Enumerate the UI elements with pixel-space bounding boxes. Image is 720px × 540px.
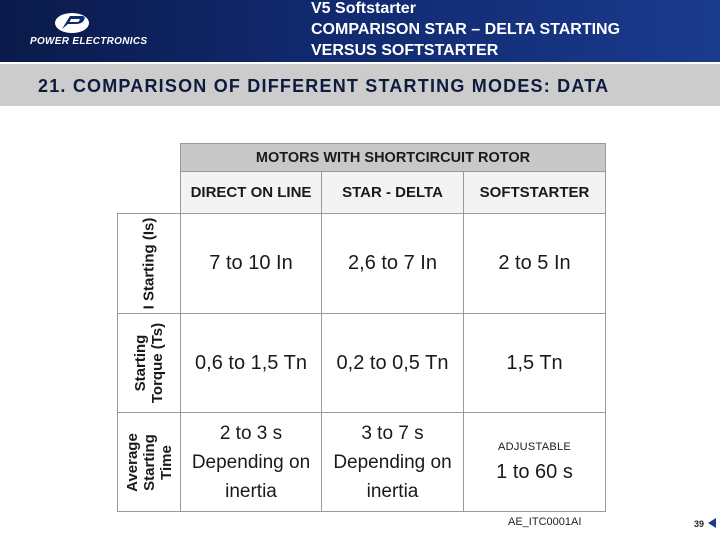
adjustable-note: ADJUSTABLE [497,440,572,453]
column-header-softstarter: SOFTSTARTER [463,171,606,214]
document-code: AE_ITC0001AI [508,516,582,528]
table-cell: ADJUSTABLE 1 to 60 s [463,412,606,512]
header-bar: POWER ELECTRONICS V5 Softstarter COMPARI… [0,0,720,62]
logo-text: POWER ELECTRONICS [30,36,148,47]
table-cell: 7 to 10 In [180,213,322,314]
title-line-3: VERSUS SOFTSTARTER [311,42,499,59]
row-header-starting-torque: Starting Torque (Ts) [117,313,181,413]
section-heading: 21. COMPARISON OF DIFFERENT STARTING MOD… [38,76,610,96]
column-header-star-delta: STAR - DELTA [321,171,464,214]
row-header-label: Starting Torque (Ts) [132,322,166,404]
table-cell: 2,6 to 7 In [321,213,464,314]
table-cell: 0,2 to 0,5 Tn [321,313,464,413]
column-header-direct-on-line: DIRECT ON LINE [180,171,322,214]
adjustable-value: 1 to 60 s [496,460,573,483]
row-header-label: Average Starting Time [123,432,175,492]
table-cell: 2 to 5 In [463,213,606,314]
slide-title: V5 Softstarter COMPARISON STAR – DELTA S… [311,0,620,61]
title-line-1: V5 Softstarter [311,0,416,17]
table-cell: 0,6 to 1,5 Tn [180,313,322,413]
logo-mark-icon [55,13,89,33]
row-header-average-starting-time: Average Starting Time [117,412,181,512]
row-header-label: I Starting (Is) [140,217,158,310]
table-title: MOTORS WITH SHORTCIRCUIT ROTOR [180,143,606,172]
title-line-2: COMPARISON STAR – DELTA STARTING [311,21,621,38]
company-logo: POWER ELECTRONICS [30,12,170,52]
table-cell: 1,5 Tn [463,313,606,413]
previous-arrow-icon[interactable] [708,518,716,528]
row-header-starting-current: I Starting (Is) [117,213,181,314]
page-number: 39 [694,519,705,529]
table-cell: 3 to 7 s Depending on inertia [321,412,464,512]
table-cell: 2 to 3 s Depending on inertia [180,412,322,512]
subtitle-bar: 21. COMPARISON OF DIFFERENT STARTING MOD… [0,64,720,106]
